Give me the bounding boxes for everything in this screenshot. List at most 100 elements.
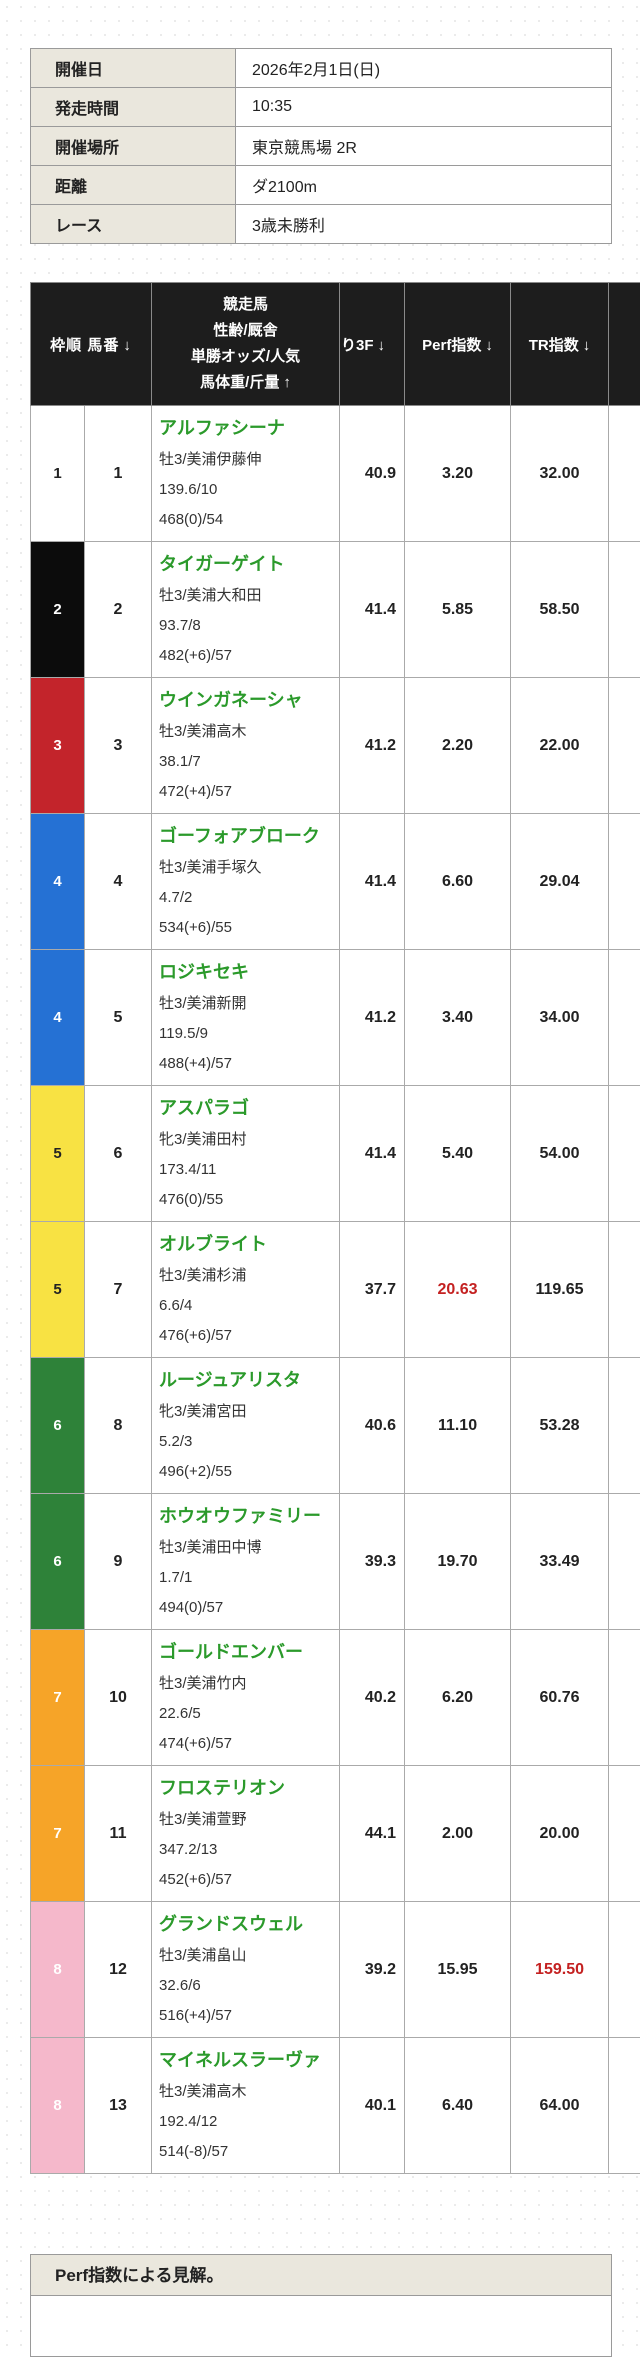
header-tr-index-sort[interactable]: TR指数↓ bbox=[511, 283, 609, 406]
horse-info-cell: アスパラゴ 牝3/美浦田村 173.4/11 476(0)/55 bbox=[152, 1086, 340, 1222]
horse-number-cell: 2 bbox=[85, 542, 152, 678]
horse-table-row: 4 4 ゴーフォアブローク 牡3/美浦手塚久 4.7/2 534(+6)/55 … bbox=[31, 814, 640, 950]
horse-odds-popularity: 139.6/10 bbox=[159, 475, 335, 505]
horse-info-cell: ルージュアリスタ 牝3/美浦宮田 5.2/3 496(+2)/55 bbox=[152, 1358, 340, 1494]
last-3f-value: 40.1 bbox=[340, 2038, 405, 2174]
tr-index-value: 22.00 bbox=[511, 678, 609, 814]
horse-name-link[interactable]: アスパラゴ bbox=[159, 1092, 335, 1125]
frame-color-cell: 4 bbox=[31, 814, 85, 950]
horse-name-link[interactable]: ゴーフォアブローク bbox=[159, 820, 335, 853]
perf-index-value: 20.63 bbox=[405, 1222, 511, 1358]
horse-odds-popularity: 5.2/3 bbox=[159, 1427, 335, 1457]
horse-info-cell: タイガーゲイト 牡3/美浦大和田 93.7/8 482(+6)/57 bbox=[152, 542, 340, 678]
horse-odds-popularity: 119.5/9 bbox=[159, 1019, 335, 1049]
horse-info-cell: ゴールドエンバー 牡3/美浦竹内 22.6/5 474(+6)/57 bbox=[152, 1630, 340, 1766]
horse-table-row: 7 10 ゴールドエンバー 牡3/美浦竹内 22.6/5 474(+6)/57 … bbox=[31, 1630, 640, 1766]
horse-weight-load: 482(+6)/57 bbox=[159, 641, 335, 671]
horse-table-row: 4 5 ロジキセキ 牡3/美浦新開 119.5/9 488(+4)/57 41.… bbox=[31, 950, 640, 1086]
horse-name-link[interactable]: タイガーゲイト bbox=[159, 548, 335, 581]
horse-header-line2: 性齢/厩舎 bbox=[152, 318, 339, 344]
horse-weight-load: 476(0)/55 bbox=[159, 1185, 335, 1215]
sort-up-icon[interactable]: ↑ bbox=[279, 374, 291, 391]
horse-name-link[interactable]: ルージュアリスタ bbox=[159, 1364, 335, 1397]
sort-down-icon[interactable]: ↓ bbox=[579, 337, 591, 354]
last-3f-value: 40.9 bbox=[340, 406, 405, 542]
horse-table-row: 8 13 マイネルスラーヴァ 牡3/美浦高木 192.4/12 514(-8)/… bbox=[31, 2038, 640, 2174]
horse-number-cell: 5 bbox=[85, 950, 152, 1086]
horse-name-link[interactable]: ゴールドエンバー bbox=[159, 1636, 335, 1669]
tr-index-value: 20.00 bbox=[511, 1766, 609, 1902]
last-3f-value: 40.6 bbox=[340, 1358, 405, 1494]
horse-name-link[interactable]: マイネルスラーヴァ bbox=[159, 2044, 335, 2077]
last-3f-value: 41.2 bbox=[340, 678, 405, 814]
venue-label: 開催場所 bbox=[31, 127, 236, 166]
clipped-column-cell bbox=[609, 1766, 640, 1902]
horse-weight-load: 494(0)/57 bbox=[159, 1593, 335, 1623]
horse-weight-load: 488(+4)/57 bbox=[159, 1049, 335, 1079]
start-time-label: 発走時間 bbox=[31, 88, 236, 127]
sort-down-icon[interactable]: ↓ bbox=[374, 337, 386, 354]
horse-weight-load: 516(+4)/57 bbox=[159, 2001, 335, 2031]
horse-name-link[interactable]: アルファシーナ bbox=[159, 412, 335, 445]
horse-number-cell: 7 bbox=[85, 1222, 152, 1358]
frame-color-cell: 1 bbox=[31, 406, 85, 542]
horse-number-cell: 9 bbox=[85, 1494, 152, 1630]
header-horse-info-sort[interactable]: 競走馬 性齢/厩舎 単勝オッズ/人気 馬体重/斤量↑ bbox=[152, 283, 340, 406]
frame-color-cell: 6 bbox=[31, 1494, 85, 1630]
clipped-column-cell bbox=[609, 950, 640, 1086]
horse-info-cell: マイネルスラーヴァ 牡3/美浦高木 192.4/12 514(-8)/57 bbox=[152, 2038, 340, 2174]
horse-name-link[interactable]: ウインガネーシャ bbox=[159, 684, 335, 717]
frame-color-cell: 3 bbox=[31, 678, 85, 814]
horse-sex-stable: 牡3/美浦新開 bbox=[159, 989, 335, 1019]
last-3f-value: 44.1 bbox=[340, 1766, 405, 1902]
last-3f-value: 41.4 bbox=[340, 542, 405, 678]
race-class-value: 3歳未勝利 bbox=[236, 205, 612, 244]
horse-table-header-row: 枠順 馬番↓ 競走馬 性齢/厩舎 単勝オッズ/人気 馬体重/斤量↑ り3F↓ P… bbox=[31, 283, 640, 406]
header-frame-number-sort[interactable]: 枠順 馬番↓ bbox=[31, 283, 152, 406]
horse-odds-popularity: 38.1/7 bbox=[159, 747, 335, 777]
perf-index-value: 6.20 bbox=[405, 1630, 511, 1766]
horse-table-row: 5 7 オルブライト 牡3/美浦杉浦 6.6/4 476(+6)/57 37.7… bbox=[31, 1222, 640, 1358]
horse-info-cell: ウインガネーシャ 牡3/美浦高木 38.1/7 472(+4)/57 bbox=[152, 678, 340, 814]
clipped-column-cell bbox=[609, 1630, 640, 1766]
horse-sex-stable: 牡3/美浦萱野 bbox=[159, 1805, 335, 1835]
frame-color-cell: 5 bbox=[31, 1222, 85, 1358]
last-3f-value: 37.7 bbox=[340, 1222, 405, 1358]
perf-commentary-title: Perf指数による見解。 bbox=[31, 2255, 611, 2296]
perf-index-value: 5.40 bbox=[405, 1086, 511, 1222]
horse-table-row: 2 2 タイガーゲイト 牡3/美浦大和田 93.7/8 482(+6)/57 4… bbox=[31, 542, 640, 678]
horse-table-scroll-area[interactable]: 枠順 馬番↓ 競走馬 性齢/厩舎 単勝オッズ/人気 馬体重/斤量↑ り3F↓ P… bbox=[30, 282, 640, 2174]
horse-name-link[interactable]: オルブライト bbox=[159, 1228, 335, 1261]
horse-table-row: 1 1 アルファシーナ 牡3/美浦伊藤伸 139.6/10 468(0)/54 … bbox=[31, 406, 640, 542]
last-3f-value: 39.3 bbox=[340, 1494, 405, 1630]
header-last-3f-sort[interactable]: り3F↓ bbox=[340, 283, 405, 406]
horse-odds-popularity: 173.4/11 bbox=[159, 1155, 335, 1185]
horse-odds-popularity: 1.7/1 bbox=[159, 1563, 335, 1593]
horse-number-cell: 1 bbox=[85, 406, 152, 542]
clipped-column-cell bbox=[609, 542, 640, 678]
perf-index-value: 6.40 bbox=[405, 2038, 511, 2174]
header-clipped-column bbox=[609, 283, 640, 406]
frame-color-cell: 7 bbox=[31, 1766, 85, 1902]
horse-table-row: 6 8 ルージュアリスタ 牝3/美浦宮田 5.2/3 496(+2)/55 40… bbox=[31, 1358, 640, 1494]
horse-name-link[interactable]: ホウオウファミリー bbox=[159, 1500, 335, 1533]
horse-name-link[interactable]: ロジキセキ bbox=[159, 956, 335, 989]
horse-header-line1: 競走馬 bbox=[152, 292, 339, 318]
last-3f-value: 41.2 bbox=[340, 950, 405, 1086]
sort-down-icon[interactable]: ↓ bbox=[481, 337, 493, 354]
clipped-column-cell bbox=[609, 1086, 640, 1222]
horse-number-cell: 4 bbox=[85, 814, 152, 950]
horse-name-link[interactable]: フロステリオン bbox=[159, 1772, 335, 1805]
horse-weight-load: 476(+6)/57 bbox=[159, 1321, 335, 1351]
race-date-label: 開催日 bbox=[31, 49, 236, 88]
tr-index-header-label: TR指数 bbox=[529, 337, 579, 354]
horse-info-cell: ホウオウファミリー 牡3/美浦田中博 1.7/1 494(0)/57 bbox=[152, 1494, 340, 1630]
horse-table-row: 7 11 フロステリオン 牡3/美浦萱野 347.2/13 452(+6)/57… bbox=[31, 1766, 640, 1902]
horse-sex-stable: 牡3/美浦竹内 bbox=[159, 1669, 335, 1699]
tr-index-value: 159.50 bbox=[511, 1902, 609, 2038]
horse-name-link[interactable]: グランドスウェル bbox=[159, 1908, 335, 1941]
clipped-column-cell bbox=[609, 406, 640, 542]
header-perf-index-sort[interactable]: Perf指数↓ bbox=[405, 283, 511, 406]
horse-sex-stable: 牝3/美浦宮田 bbox=[159, 1397, 335, 1427]
sort-down-icon[interactable]: ↓ bbox=[119, 337, 132, 354]
